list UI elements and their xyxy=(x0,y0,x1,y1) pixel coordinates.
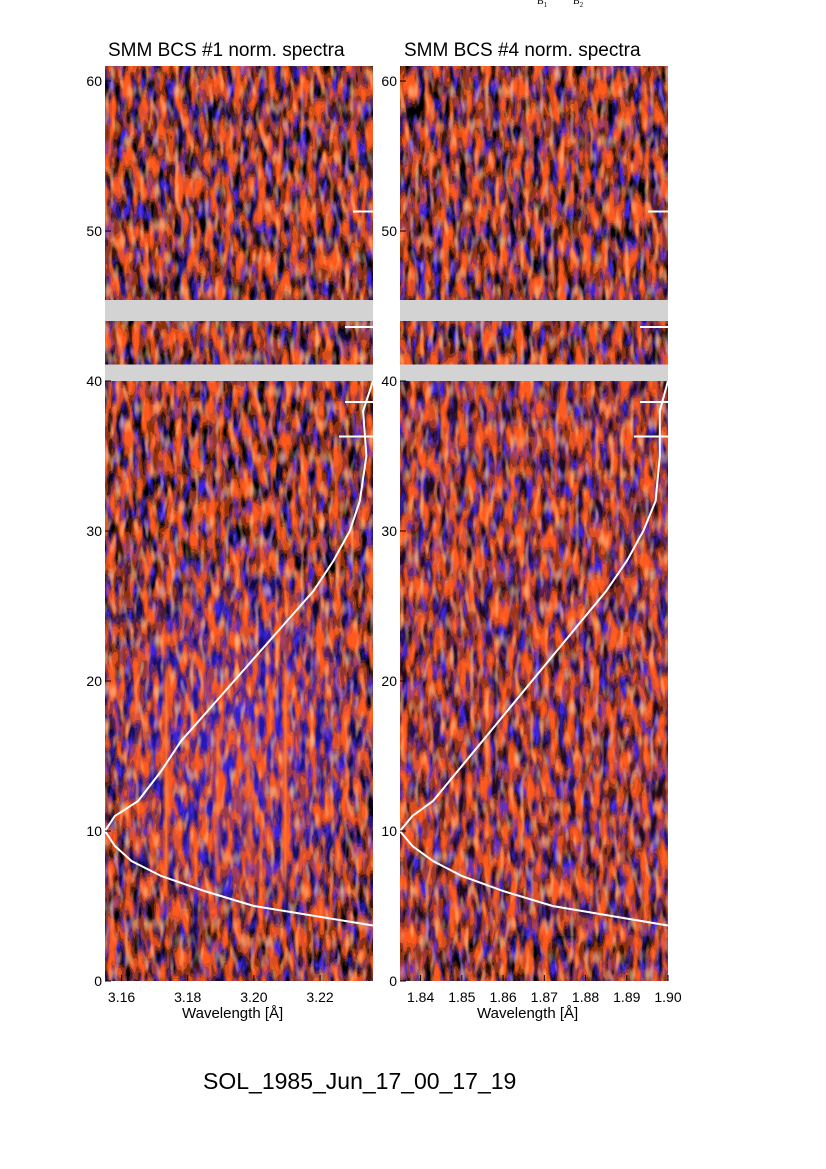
speckle-bright xyxy=(105,66,373,981)
y-tick-label: 40 xyxy=(86,373,102,389)
y-tick-label: 30 xyxy=(86,523,102,539)
x-tick-label: 3.20 xyxy=(240,989,267,1005)
y-tick-label: 50 xyxy=(381,223,397,239)
y-tick-label: 60 xyxy=(86,73,102,89)
spectral-line xyxy=(242,711,255,891)
x-tick-label: 1.84 xyxy=(407,989,434,1005)
y-tick-label: 40 xyxy=(381,373,397,389)
spectral-line xyxy=(161,651,171,906)
speckle-bright xyxy=(400,66,668,981)
x-tick-label: 1.87 xyxy=(531,989,558,1005)
y-tick-label: 0 xyxy=(94,973,102,989)
panel2-title: SMM BCS #4 norm. spectra xyxy=(404,40,641,61)
header-b1-letter: B xyxy=(537,0,544,7)
x-tick-label: 3.22 xyxy=(306,989,333,1005)
panel-2: 0 10 20 30 40 50 60 1.84 1.85 1.86 1.87 1.88 1.89 1.9… xyxy=(381,66,682,1005)
header-b2: B2 xyxy=(573,0,583,9)
x-tick-label: 3.18 xyxy=(174,989,201,1005)
y-tick-label: 60 xyxy=(381,73,397,89)
y-tick-label: 0 xyxy=(389,973,397,989)
x-tick-label: 1.90 xyxy=(654,989,681,1005)
event-id: SOL_1985_Jun_17_00_17_19 xyxy=(203,1068,517,1094)
x-tick-label: 3.16 xyxy=(108,989,135,1005)
data-gap xyxy=(105,300,373,321)
header-b1: B1 xyxy=(537,0,547,9)
panel1-title: SMM BCS #1 norm. spectra xyxy=(108,40,345,61)
y-tick-label: 50 xyxy=(86,223,102,239)
y-tick-label: 30 xyxy=(381,523,397,539)
x-tick-label: 1.86 xyxy=(489,989,516,1005)
data-gap xyxy=(105,364,373,381)
panel-1-image xyxy=(105,66,373,981)
y-tick-label: 20 xyxy=(86,673,102,689)
panel1-xlabel: Wavelength [Å] xyxy=(182,1005,284,1022)
header-b2-sub: 2 xyxy=(579,1,584,9)
y-tick-label: 10 xyxy=(381,823,397,839)
header-b2-letter: B xyxy=(573,0,580,7)
y-tick-label: 20 xyxy=(381,673,397,689)
light-curve xyxy=(400,380,668,927)
x-tick-label: 1.89 xyxy=(613,989,640,1005)
x-tick-label: 1.85 xyxy=(448,989,475,1005)
panels: 0 10 20 30 40 50 60 3.16 3.18 3.20 3.22 0 10 20 30 40 50… xyxy=(86,66,682,1005)
y-tick-label: 10 xyxy=(86,823,102,839)
header-b1-sub: 1 xyxy=(543,1,548,9)
panel-1: 0 10 20 30 40 50 60 3.16 3.18 3.20 3.22 xyxy=(86,66,373,1005)
light-curve xyxy=(105,380,373,927)
x-tick-label: 1.88 xyxy=(572,989,599,1005)
spectral-line xyxy=(280,651,290,906)
spectral-line xyxy=(211,711,224,891)
data-gap xyxy=(400,364,668,381)
data-gap xyxy=(400,300,668,321)
panel2-xlabel: Wavelength [Å] xyxy=(477,1005,579,1022)
panel-2-image xyxy=(400,66,668,981)
